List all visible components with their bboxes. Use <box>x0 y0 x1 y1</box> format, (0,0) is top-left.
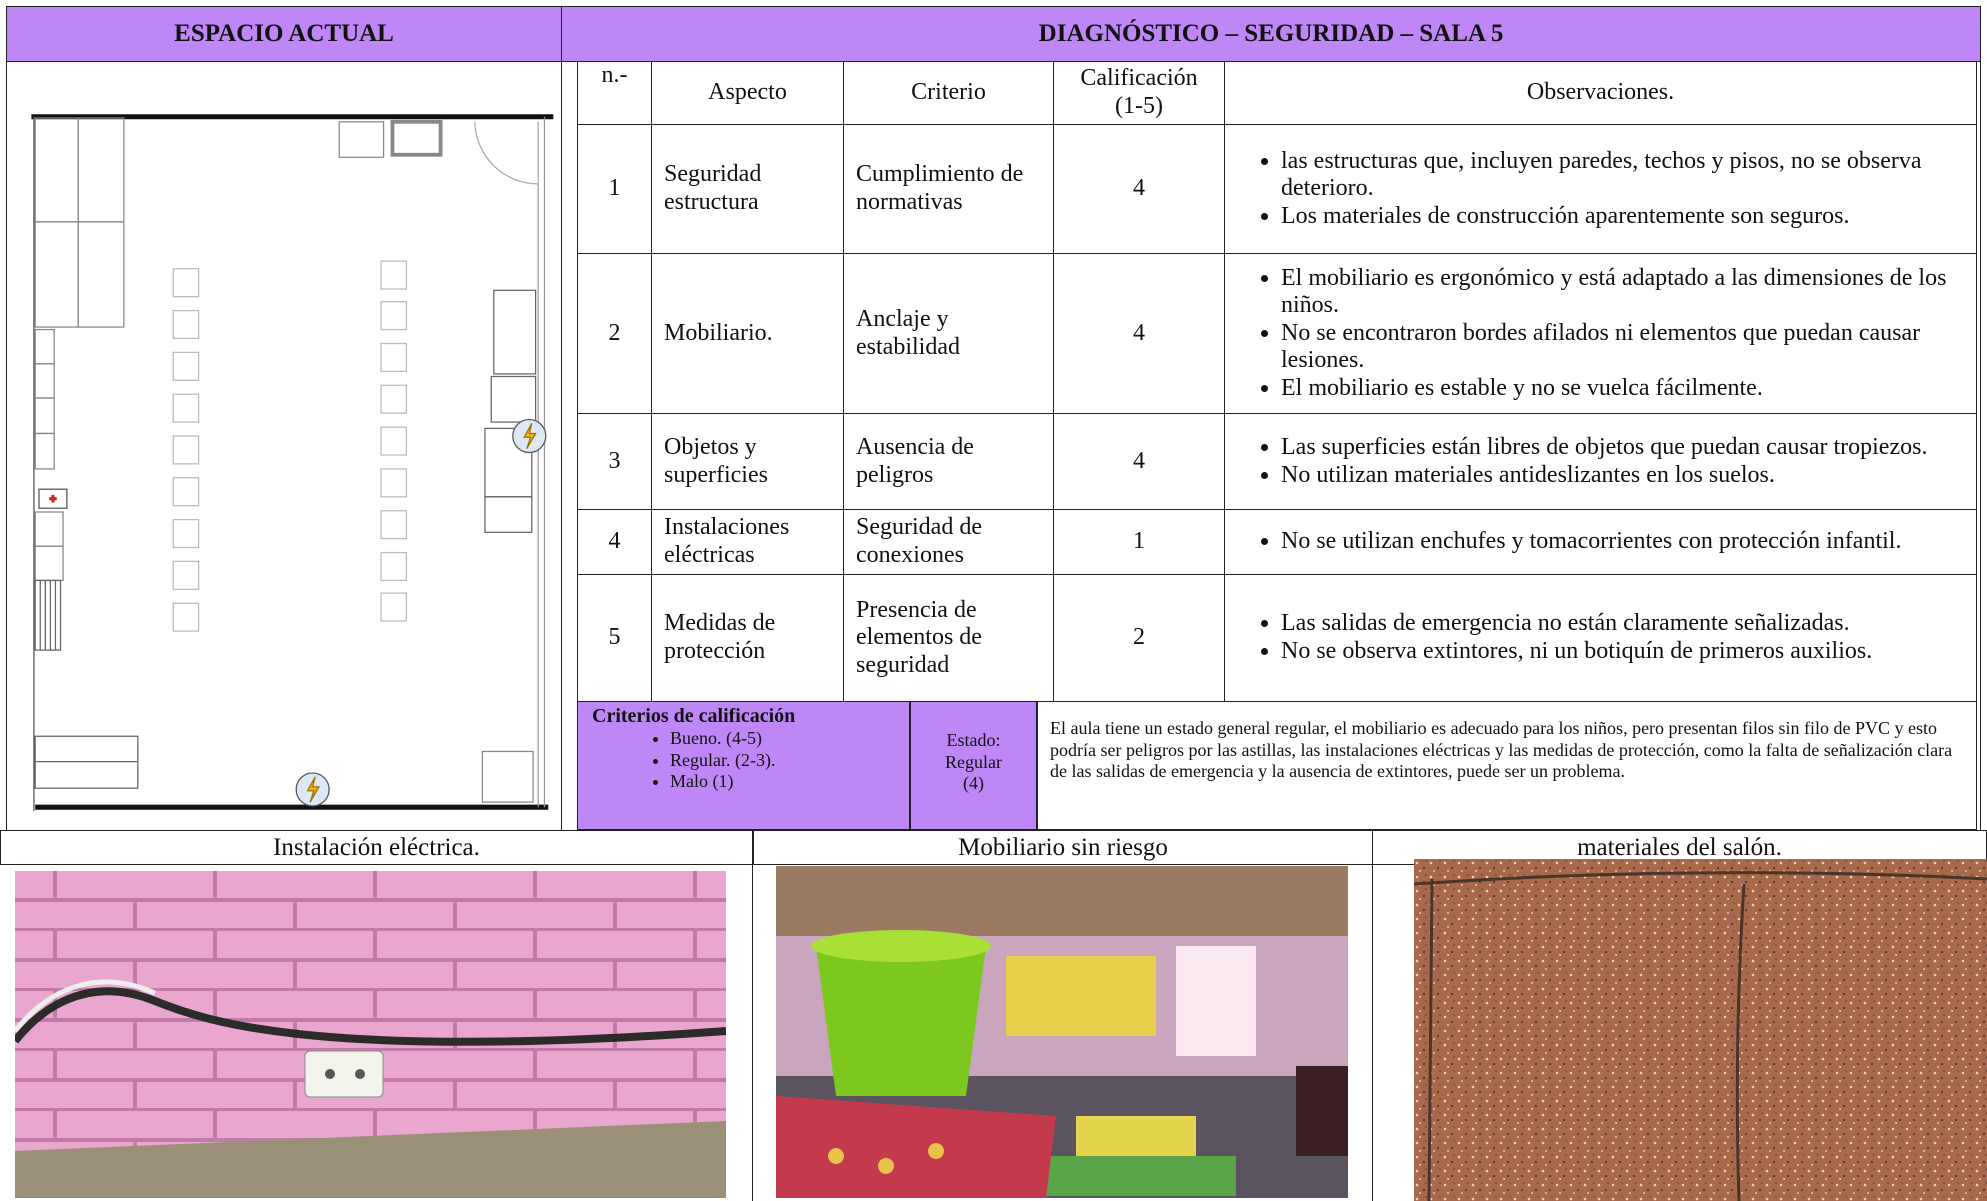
column-header: Observaciones. <box>1224 61 1977 125</box>
column-header: Aspecto <box>651 61 844 125</box>
observation-list: Las superficies están libres de objetos … <box>1237 434 1964 489</box>
criteria-box: Criterios de calificación Bueno. (4-5)Re… <box>577 701 910 830</box>
floor-plan <box>31 114 554 811</box>
column-header: n.- <box>577 61 652 125</box>
column-header: Criterio <box>843 61 1054 125</box>
photo-caption: Instalación eléctrica. <box>0 830 753 865</box>
aspect: Objetos y superficies <box>651 413 844 510</box>
rating: 4 <box>1053 413 1225 510</box>
photo-furniture <box>776 866 1348 1198</box>
table-row: 4 Instalaciones eléctricas Seguridad de co… <box>577 509 1977 575</box>
table-row: 5 Medidas de protección Presencia de eleme… <box>577 574 1977 702</box>
photo-frame <box>753 864 1373 1201</box>
summary: El aula tiene un estado general regular,… <box>1037 701 1977 830</box>
observation: las estructuras que, incluyen paredes, t… <box>1281 148 1964 203</box>
aspect: Mobiliario. <box>651 253 844 414</box>
criterion: Seguridad de conexiones <box>843 509 1054 575</box>
photo-floor <box>1414 859 1987 1201</box>
observations: Las superficies están libres de objetos … <box>1224 413 1977 510</box>
observation: No utilizan materiales antideslizantes e… <box>1281 462 1964 490</box>
criteria-title: Criterios de calificación <box>592 705 796 727</box>
rating: 4 <box>1053 253 1225 414</box>
row-number: 4 <box>577 509 652 575</box>
observation-list: El mobiliario es ergonómico y está adapt… <box>1237 265 1964 403</box>
criterion: Anclaje y estabilidad <box>843 253 1054 414</box>
rating: 4 <box>1053 124 1225 254</box>
aspect: Medidas de protección <box>651 574 844 702</box>
criterion: Ausencia de peligros <box>843 413 1054 510</box>
right-header: DIAGNÓSTICO – SEGURIDAD – SALA 5 <box>561 6 1981 62</box>
criteria-item: Malo (1) <box>670 771 895 793</box>
aspect: Instalaciones eléctricas <box>651 509 844 575</box>
observations: El mobiliario es ergonómico y está adapt… <box>1224 253 1977 414</box>
photo-electrical <box>15 871 726 1198</box>
table-row: 3 Objetos y superficies Ausencia de peligr… <box>577 413 1977 510</box>
criterion: Presencia de elementos de seguridad <box>843 574 1054 702</box>
table-row: 1 Seguridad estructura Cumplimiento de nor… <box>577 124 1977 254</box>
observations: las estructuras que, incluyen paredes, t… <box>1224 124 1977 254</box>
observation-list: Las salidas de emergencia no están clara… <box>1237 610 1964 665</box>
row-number: 3 <box>577 413 652 510</box>
photo-caption: Mobiliario sin riesgo <box>753 830 1373 865</box>
observation: El mobiliario es estable y no se vuelca … <box>1281 375 1964 403</box>
aspect: Seguridad estructura <box>651 124 844 254</box>
criteria-list: Bueno. (4-5)Regular. (2-3).Malo (1) <box>592 728 895 793</box>
observations: No se utilizan enchufes y tomacorrientes… <box>1224 509 1977 575</box>
observation: No se utilizan enchufes y tomacorrientes… <box>1281 528 1964 556</box>
diagnosis-table: n.- Aspecto Criterio Calificación (1-5) Obse… <box>577 61 1977 702</box>
estado-score: (4) <box>963 773 984 794</box>
observation: El mobiliario es ergonómico y está adapt… <box>1281 265 1964 320</box>
criterion: Cumplimiento de normativas <box>843 124 1054 254</box>
rating: 2 <box>1053 574 1225 702</box>
row-number: 5 <box>577 574 652 702</box>
left-header: ESPACIO ACTUAL <box>6 6 562 62</box>
criteria-item: Bueno. (4-5) <box>670 728 895 750</box>
estado-box: Estado: Regular (4) <box>910 701 1037 830</box>
photo-frame <box>0 864 753 1201</box>
rating: 1 <box>1053 509 1225 575</box>
criteria-item: Regular. (2-3). <box>670 750 895 772</box>
observation: Las salidas de emergencia no están clara… <box>1281 610 1964 638</box>
row-number: 1 <box>577 124 652 254</box>
table-body: 1 Seguridad estructura Cumplimiento de nor… <box>577 124 1977 702</box>
estado-label: Estado: <box>946 730 1001 750</box>
observation: No se observa extintores, ni un botiquín… <box>1281 638 1964 666</box>
estado-value: Regular <box>945 751 1002 772</box>
observation-list: No se utilizan enchufes y tomacorrientes… <box>1237 528 1964 556</box>
column-header: Calificación (1-5) <box>1053 61 1225 125</box>
header-row: n.- Aspecto Criterio Calificación (1-5) Obse… <box>577 61 1977 125</box>
observation: Las superficies están libres de objetos … <box>1281 434 1964 462</box>
observations: Las salidas de emergencia no están clara… <box>1224 574 1977 702</box>
observation: No se encontraron bordes afilados ni ele… <box>1281 320 1964 375</box>
observation-list: las estructuras que, incluyen paredes, t… <box>1237 148 1964 231</box>
row-number: 2 <box>577 253 652 414</box>
observation: Los materiales de construcción aparentem… <box>1281 203 1964 231</box>
